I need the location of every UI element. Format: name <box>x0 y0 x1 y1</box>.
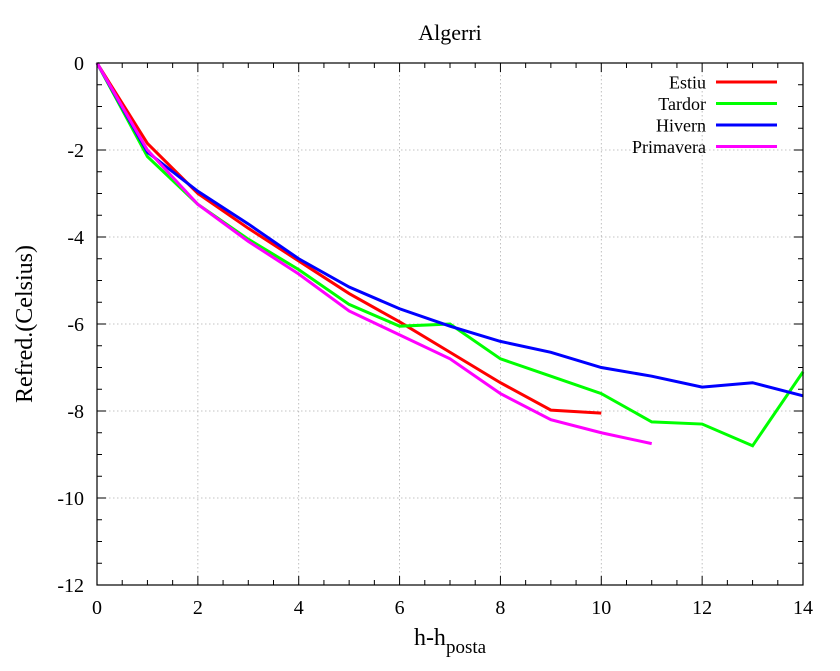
series-line-primavera <box>95 62 653 446</box>
x-axis-label-main: h-h <box>414 625 446 651</box>
series-line-estiu <box>95 62 602 415</box>
x-tick-label: 0 <box>92 597 102 619</box>
x-tick-label: 6 <box>395 597 405 619</box>
y-tick-label: -10 <box>57 488 84 510</box>
x-tick-labels: 0 2 4 6 8 10 12 14 <box>92 597 813 619</box>
axis-ticks <box>96 62 804 586</box>
legend-label: Estiu <box>669 73 706 93</box>
y-tick-label: -2 <box>67 140 84 162</box>
y-tick-label: -6 <box>67 314 84 336</box>
x-tick-label: 8 <box>495 597 505 619</box>
legend-label: Hivern <box>656 116 706 136</box>
series-layer <box>95 62 805 448</box>
x-tick-label: 4 <box>294 597 304 619</box>
x-tick-label: 2 <box>193 597 203 619</box>
y-tick-label: 0 <box>74 53 84 75</box>
x-axis-label-subscript: posta <box>446 637 487 658</box>
x-axis-label: h-hposta <box>414 625 487 658</box>
legend-label: Primavera <box>632 137 706 157</box>
x-tick-label: 12 <box>692 597 712 619</box>
x-tick-label: 14 <box>793 597 813 619</box>
y-tick-label: -8 <box>67 401 84 423</box>
series-line-hivern <box>95 62 804 398</box>
x-tick-label: 10 <box>591 597 611 619</box>
y-tick-label: -4 <box>67 227 84 249</box>
y-tick-labels: 0 -2 -4 -6 -8 -10 -12 <box>57 53 84 597</box>
chart-title: Algerri <box>418 20 482 45</box>
y-axis-label: Refred.(Celsius) <box>12 245 38 403</box>
legend-label: Tardor <box>658 94 706 114</box>
y-tick-label: -12 <box>57 575 84 597</box>
grid <box>97 63 803 585</box>
